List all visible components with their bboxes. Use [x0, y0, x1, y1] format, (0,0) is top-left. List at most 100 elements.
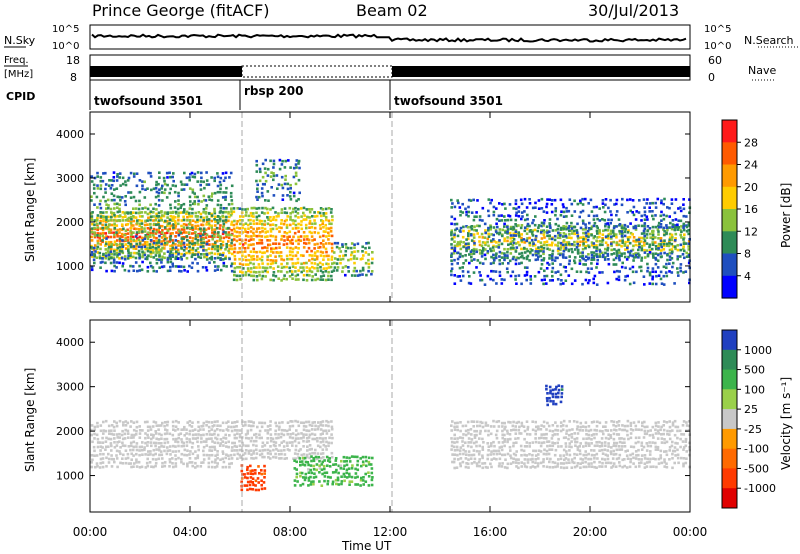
power-cell: [149, 203, 152, 207]
velocity-cell: [299, 474, 302, 478]
power-cell: [133, 172, 136, 176]
velocity-cell: [492, 452, 495, 456]
power-cell: [635, 270, 638, 274]
power-cell: [121, 176, 125, 180]
power-cell: [267, 218, 270, 221]
power-cell: [313, 266, 316, 270]
velocity-cell: [318, 436, 322, 440]
power-cell: [207, 183, 211, 186]
velocity-cell: [369, 463, 373, 466]
power-cell: [662, 228, 665, 231]
power-cell: [174, 246, 178, 249]
power-cell: [116, 253, 119, 257]
power-cell: [307, 241, 311, 245]
velocity-cell: [274, 421, 277, 425]
power-cell: [679, 233, 682, 237]
power-cell: [602, 253, 605, 257]
power-cell: [537, 224, 541, 227]
velocity-cell: [582, 453, 585, 457]
power-cell: [221, 243, 225, 247]
power-cell: [179, 255, 183, 259]
velocity-cell: [587, 437, 591, 440]
velocity-cell: [455, 466, 459, 469]
power-cell: [171, 227, 175, 231]
power-cell: [615, 277, 618, 281]
power-cell: [462, 229, 465, 233]
velocity-cell: [600, 465, 604, 468]
power-cell: [648, 273, 652, 277]
power-cell: [252, 219, 255, 223]
power-cell: [631, 254, 635, 258]
power-cell: [269, 230, 273, 233]
power-cell: [514, 230, 518, 233]
velocity-cell: [93, 449, 96, 453]
velocity-cell: [247, 444, 250, 448]
power-cell: [579, 199, 582, 203]
power-cell: [281, 194, 285, 197]
velocity-cell: [604, 425, 607, 428]
velocity-cell: [180, 458, 183, 461]
velocity-cell: [269, 424, 272, 427]
power-cell: [674, 218, 678, 221]
velocity-cell: [607, 445, 610, 448]
power-cell: [512, 227, 516, 230]
power-cell: [241, 226, 244, 230]
velocity-cell: [121, 429, 124, 433]
power-cell: [467, 214, 470, 218]
power-cell: [154, 187, 158, 190]
velocity-cell: [274, 429, 277, 433]
velocity-cell: [291, 432, 295, 435]
power-cell: [497, 214, 501, 218]
velocity-cell: [285, 441, 289, 445]
velocity-cell: [247, 449, 251, 453]
velocity-cell: [542, 458, 545, 461]
velocity-cell: [244, 420, 247, 424]
velocity-cell: [306, 449, 309, 452]
velocity-cell: [514, 437, 517, 440]
power-cell: [321, 251, 325, 254]
power-cell: [679, 255, 682, 258]
velocity-cell: [271, 437, 275, 441]
power-cell: [654, 214, 657, 217]
velocity-cell: [323, 471, 327, 475]
velocity-cell: [302, 476, 305, 479]
power-cell: [216, 252, 220, 256]
power-cell: [227, 236, 231, 240]
power-cell: [197, 251, 200, 254]
velocity-cell: [614, 444, 618, 448]
power-cell: [216, 184, 220, 188]
power-cell: [651, 267, 655, 270]
power-cell: [267, 243, 270, 247]
power-cell: [576, 222, 579, 226]
power-cell: [205, 171, 208, 174]
velocity-cell: [315, 468, 318, 472]
velocity-cell: [556, 433, 559, 436]
velocity-cell: [149, 428, 153, 431]
power-cell: [210, 195, 213, 198]
power-cell: [169, 248, 172, 251]
power-cell: [289, 166, 292, 169]
power-cell: [249, 238, 253, 241]
power-cell: [261, 246, 264, 250]
power-cell: [275, 227, 279, 231]
velocity-cell: [478, 444, 481, 448]
power-cell: [165, 243, 169, 246]
velocity-cell: [193, 428, 197, 431]
velocity-cell: [526, 425, 530, 429]
power-cell: [564, 279, 568, 282]
power-cell: [174, 257, 177, 261]
power-cell: [663, 197, 666, 201]
velocity-cell: [495, 436, 499, 440]
velocity-cell: [570, 440, 573, 443]
power-cell: [606, 246, 610, 250]
velocity-cell: [267, 456, 270, 459]
power-cell: [587, 245, 591, 249]
power-cell: [171, 239, 174, 242]
power-cell: [322, 243, 325, 246]
power-cell: [606, 281, 610, 285]
power-cell: [620, 252, 624, 256]
power-cell: [648, 271, 652, 274]
power-cell: [140, 222, 144, 225]
power-cell: [96, 184, 99, 187]
power-cell: [666, 228, 669, 232]
